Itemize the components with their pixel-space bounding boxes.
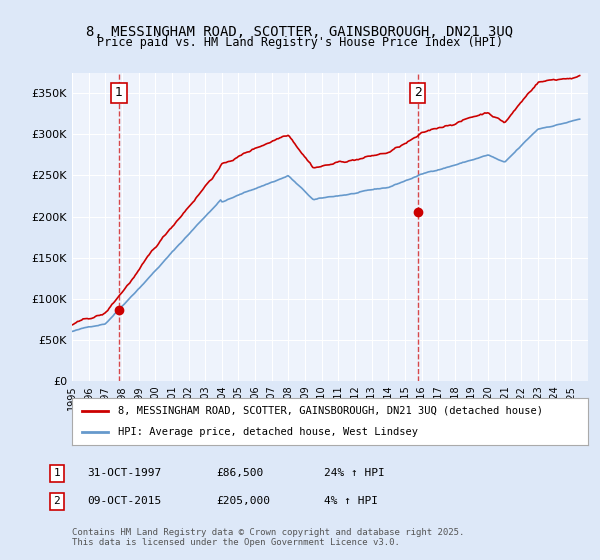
Text: 09-OCT-2015: 09-OCT-2015 (87, 496, 161, 506)
Text: £205,000: £205,000 (216, 496, 270, 506)
Text: 8, MESSINGHAM ROAD, SCOTTER, GAINSBOROUGH, DN21 3UQ: 8, MESSINGHAM ROAD, SCOTTER, GAINSBOROUG… (86, 25, 514, 39)
Text: HPI: Average price, detached house, West Lindsey: HPI: Average price, detached house, West… (118, 427, 418, 437)
Text: 2: 2 (53, 496, 61, 506)
Text: 8, MESSINGHAM ROAD, SCOTTER, GAINSBOROUGH, DN21 3UQ (detached house): 8, MESSINGHAM ROAD, SCOTTER, GAINSBOROUG… (118, 406, 544, 416)
Text: Price paid vs. HM Land Registry's House Price Index (HPI): Price paid vs. HM Land Registry's House … (97, 36, 503, 49)
Text: 4% ↑ HPI: 4% ↑ HPI (324, 496, 378, 506)
Text: 31-OCT-1997: 31-OCT-1997 (87, 468, 161, 478)
Text: 1: 1 (53, 468, 61, 478)
Text: Contains HM Land Registry data © Crown copyright and database right 2025.
This d: Contains HM Land Registry data © Crown c… (72, 528, 464, 547)
Text: 2: 2 (414, 86, 422, 99)
Text: 24% ↑ HPI: 24% ↑ HPI (324, 468, 385, 478)
Text: 1: 1 (115, 86, 123, 99)
Text: £86,500: £86,500 (216, 468, 263, 478)
